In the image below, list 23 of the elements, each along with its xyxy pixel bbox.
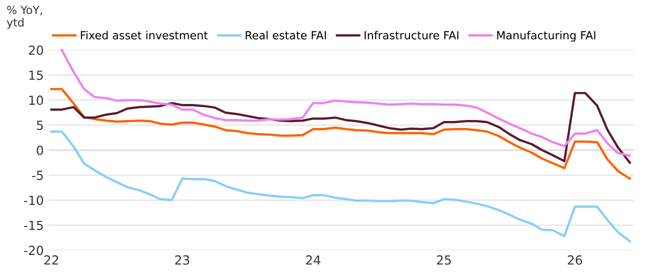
line-series <box>60 48 631 157</box>
x-tick-label: 24 <box>306 255 320 265</box>
legend-label: Infrastructure FAI <box>364 30 458 40</box>
y-tick-label: 15 <box>29 70 43 80</box>
y-tick-label: 5 <box>36 120 43 130</box>
legend-label: Real estate FAI <box>246 30 326 40</box>
y-tick-label: 0 <box>36 146 44 156</box>
y-tick-label: 20 <box>28 46 44 55</box>
line-series <box>50 130 631 242</box>
legend-label: Fixed asset investment <box>80 30 208 40</box>
y-tick-label: 10 <box>29 96 44 106</box>
y-axis-title: % YoY, ytd <box>6 6 42 29</box>
line-series <box>50 92 631 164</box>
legend-label: Manufacturing FAI <box>497 30 596 42</box>
x-tick-label: 23 <box>175 255 190 265</box>
y-tick-label: -10 <box>24 196 44 206</box>
y-tick-label: -15 <box>24 220 43 230</box>
y-tick-label: -20 <box>24 246 44 256</box>
line-series <box>50 88 631 180</box>
x-tick-label: 26 <box>568 255 582 265</box>
x-tick-label: 25 <box>436 255 451 265</box>
y-tick-label: -5 <box>32 170 43 180</box>
x-tick-label: 22 <box>44 255 58 265</box>
